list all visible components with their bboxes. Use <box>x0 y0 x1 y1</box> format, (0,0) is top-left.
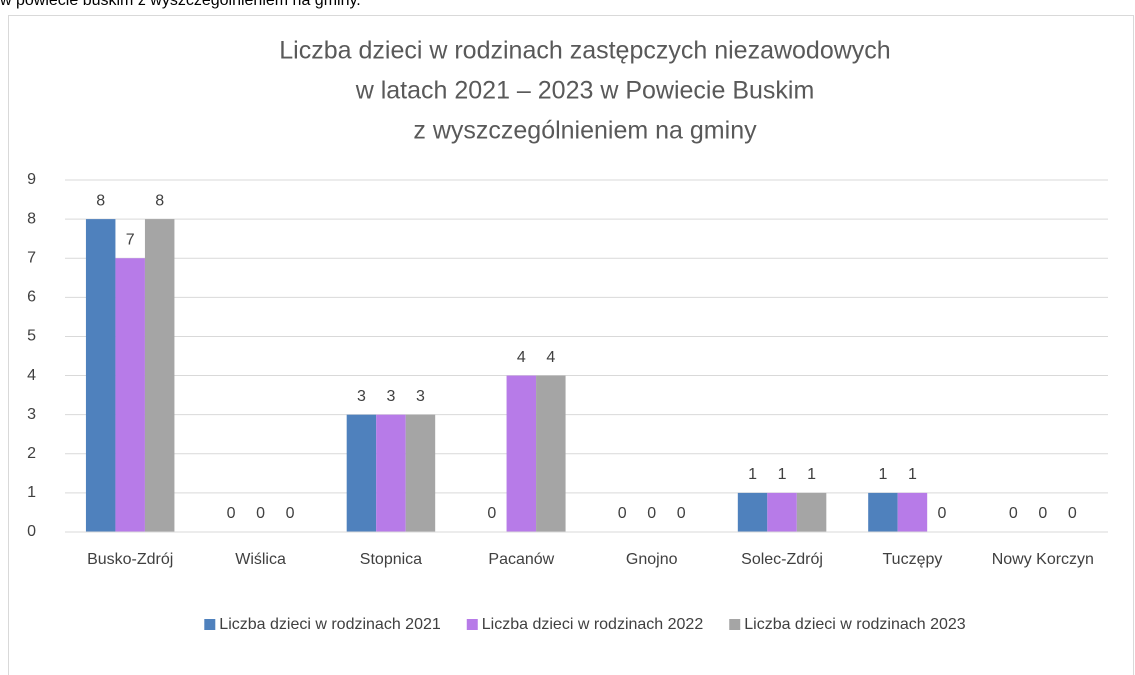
bar <box>506 375 537 532</box>
data-label: 0 <box>1068 505 1077 522</box>
bar <box>144 219 175 532</box>
x-tick-label: Nowy Korczyn <box>992 551 1094 568</box>
data-label: 0 <box>647 505 656 522</box>
data-label: 3 <box>357 388 366 405</box>
x-tick-label: Busko-Zdrój <box>87 551 173 568</box>
chart-title: z wyszczególnieniem na gminy <box>413 117 757 145</box>
data-label: 1 <box>748 466 757 483</box>
x-tick-label: Wiślica <box>235 551 286 568</box>
x-tick-label: Gnojno <box>626 551 678 568</box>
bar <box>346 414 377 532</box>
data-label: 3 <box>386 388 395 405</box>
y-tick-label: 4 <box>27 367 36 384</box>
x-tick-label: Solec-Zdrój <box>741 551 823 568</box>
y-tick-label: 8 <box>27 210 36 227</box>
data-label: 7 <box>126 231 135 248</box>
data-label: 3 <box>416 388 425 405</box>
data-label: 0 <box>227 505 236 522</box>
data-label: 0 <box>487 505 496 522</box>
y-tick-label: 0 <box>27 523 36 540</box>
legend-swatch <box>466 619 478 630</box>
data-label: 1 <box>908 466 917 483</box>
bar <box>536 375 566 532</box>
data-label: 0 <box>1009 505 1018 522</box>
y-tick-label: 5 <box>27 328 36 345</box>
data-label: 1 <box>878 466 887 483</box>
data-label: 1 <box>778 466 787 483</box>
y-tick-label: 3 <box>27 406 36 423</box>
legend-label: Liczba dzieci w rodzinach 2021 <box>219 616 441 633</box>
bar <box>868 492 898 532</box>
chart-title: w latach 2021 – 2023 w Powiecie Buskim <box>355 77 815 105</box>
data-label: 0 <box>1038 505 1047 522</box>
data-label: 0 <box>677 505 686 522</box>
y-tick-label: 9 <box>27 171 36 188</box>
x-tick-label: Tuczępy <box>883 551 943 568</box>
caption: w powiecie buskim z wyszczególnieniem na… <box>0 0 361 9</box>
bar <box>737 492 768 532</box>
bar <box>85 219 116 532</box>
x-tick-label: Pacanów <box>488 551 554 568</box>
y-tick-label: 7 <box>27 249 36 266</box>
data-label: 0 <box>286 505 295 522</box>
y-tick-label: 1 <box>27 484 36 501</box>
data-label: 1 <box>807 466 816 483</box>
data-label: 4 <box>517 349 526 366</box>
bar <box>897 492 928 532</box>
legend-label: Liczba dzieci w rodzinach 2022 <box>482 616 704 633</box>
data-label: 4 <box>546 349 555 366</box>
bar <box>115 258 145 532</box>
bar <box>376 414 406 532</box>
data-label: 0 <box>937 505 946 522</box>
bar <box>767 492 797 532</box>
chart-title: Liczba dzieci w rodzinach zastępczych ni… <box>279 37 890 65</box>
legend-swatch <box>204 619 216 630</box>
legend-label: Liczba dzieci w rodzinach 2023 <box>744 616 966 633</box>
bar <box>405 414 436 532</box>
y-tick-label: 2 <box>27 445 36 462</box>
x-tick-label: Stopnica <box>360 551 422 568</box>
data-label: 0 <box>256 505 265 522</box>
data-label: 8 <box>96 192 105 209</box>
bar <box>796 492 827 532</box>
data-label: 0 <box>618 505 627 522</box>
y-tick-label: 6 <box>27 289 36 306</box>
chart-border <box>8 15 1134 675</box>
legend-swatch <box>729 619 741 630</box>
data-label: 8 <box>155 192 164 209</box>
